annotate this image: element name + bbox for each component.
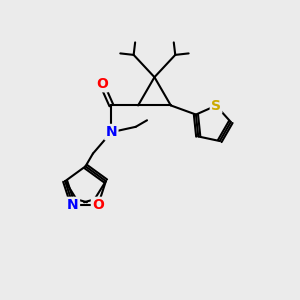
Text: O: O xyxy=(92,198,104,212)
Text: N: N xyxy=(67,198,79,212)
Text: O: O xyxy=(96,77,108,91)
Text: N: N xyxy=(106,125,117,139)
Text: S: S xyxy=(211,99,221,112)
